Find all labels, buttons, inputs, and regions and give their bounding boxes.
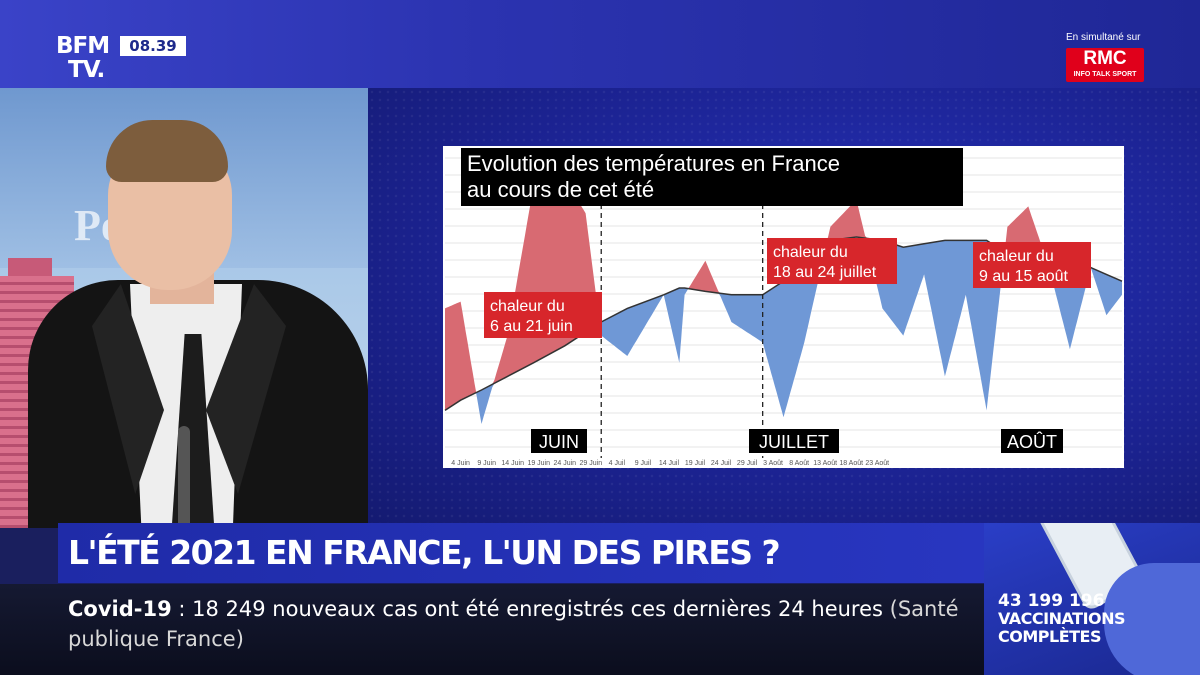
annotation-line-2: 6 au 21 juin bbox=[490, 318, 573, 335]
x-tick-label: 9 Juil bbox=[635, 460, 652, 467]
annotation-box bbox=[484, 292, 602, 338]
chart-title-box bbox=[461, 148, 963, 206]
annotation-line-2: 9 au 15 août bbox=[979, 268, 1069, 285]
x-tick-label: 29 Juil bbox=[737, 460, 758, 467]
logo-line-2: TV. bbox=[68, 57, 105, 83]
month-label: JUIN bbox=[539, 432, 579, 452]
chart-title-line-1: Evolution des températures en France bbox=[467, 151, 840, 176]
bfmtv-logo: BFM TV. bbox=[56, 34, 122, 86]
x-tick-label: 9 Juin bbox=[477, 460, 496, 467]
x-tick-label: 18 Août bbox=[839, 460, 863, 467]
annotation-box bbox=[767, 238, 897, 284]
news-ticker: Covid-19 : 18 249 nouveaux cas ont été e… bbox=[0, 584, 984, 675]
glove-icon bbox=[1104, 563, 1200, 675]
month-label: AOÛT bbox=[1007, 431, 1057, 452]
microphone-icon bbox=[178, 426, 190, 528]
ticker-text-block: Covid-19 : 18 249 nouveaux cas ont été e… bbox=[68, 594, 968, 654]
x-tick-label: 3 Août bbox=[763, 460, 783, 467]
x-tick-label: 4 Juin bbox=[451, 460, 470, 467]
ticker-label: Covid-19 bbox=[68, 597, 172, 621]
vaccination-label-1: VACCINATIONS bbox=[998, 609, 1126, 628]
vaccination-panel: 43 199 196 VACCINATIONS COMPLÈTES bbox=[984, 523, 1200, 675]
top-banner-background bbox=[0, 0, 1200, 88]
annotation-line-1: chaleur du bbox=[979, 248, 1054, 265]
x-tick-label: 14 Juin bbox=[501, 460, 524, 467]
month-label-box bbox=[1001, 429, 1063, 453]
ticker-source: (Santé publique France) bbox=[68, 597, 959, 651]
month-label-box bbox=[749, 429, 839, 453]
headline-bar: L'ÉTÉ 2021 EN FRANCE, L'UN DES PIRES ? bbox=[58, 523, 984, 583]
x-tick-label: 13 Août bbox=[813, 460, 837, 467]
annotation-line-1: chaleur du bbox=[490, 298, 565, 315]
presenter-hair bbox=[106, 120, 228, 182]
logo-line-1: BFM bbox=[56, 33, 110, 59]
x-tick-label: 14 Juil bbox=[659, 460, 680, 467]
rmc-logo-text: RMC bbox=[1083, 48, 1127, 69]
month-label-box bbox=[531, 429, 587, 453]
studio-shot: Po bbox=[0, 88, 368, 528]
rmc-tagline: INFO TALK SPORT bbox=[1073, 71, 1137, 78]
temperature-chart: Evolution des températures en France au c… bbox=[443, 146, 1124, 468]
clock-badge: 08.39 bbox=[120, 36, 186, 56]
x-tick-label: 19 Juin bbox=[527, 460, 550, 467]
headline-text: L'ÉTÉ 2021 EN FRANCE, L'UN DES PIRES ? bbox=[68, 533, 781, 572]
ticker-body: 18 249 nouveaux cas ont été enregistrés … bbox=[192, 597, 883, 621]
x-tick-label: 24 Juil bbox=[711, 460, 732, 467]
vial-cap bbox=[1031, 523, 1099, 525]
x-tick-label: 29 Juin bbox=[580, 460, 603, 467]
annotation-line-1: chaleur du bbox=[773, 244, 848, 261]
x-tick-label: 24 Juin bbox=[553, 460, 576, 467]
simulcast-label: En simultané sur bbox=[1066, 32, 1141, 43]
vaccination-label-2: COMPLÈTES bbox=[998, 627, 1101, 646]
x-tick-label: 8 Août bbox=[789, 460, 809, 467]
ticker-separator: : bbox=[178, 597, 186, 621]
rmc-logo: RMC INFO TALK SPORT bbox=[1066, 48, 1144, 82]
annotation-box bbox=[973, 242, 1091, 288]
vaccination-count: 43 199 196 bbox=[998, 591, 1105, 611]
month-label: JUILLET bbox=[759, 432, 829, 452]
below-normal-area bbox=[445, 237, 1122, 424]
annotation-line-2: 18 au 24 juillet bbox=[773, 264, 877, 281]
x-tick-label: 19 Juil bbox=[685, 460, 706, 467]
x-tick-label: 23 Août bbox=[865, 460, 889, 467]
x-tick-label: 4 Juil bbox=[609, 460, 626, 467]
chart-title-line-2: au cours de cet été bbox=[467, 177, 654, 202]
